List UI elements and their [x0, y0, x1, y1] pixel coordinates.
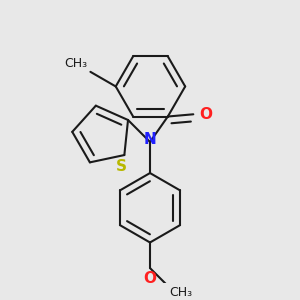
Text: CH₃: CH₃: [169, 286, 193, 299]
Text: CH₃: CH₃: [64, 57, 88, 70]
Text: N: N: [144, 132, 156, 147]
Text: S: S: [116, 159, 127, 174]
Text: O: O: [199, 107, 212, 122]
Text: O: O: [143, 271, 157, 286]
